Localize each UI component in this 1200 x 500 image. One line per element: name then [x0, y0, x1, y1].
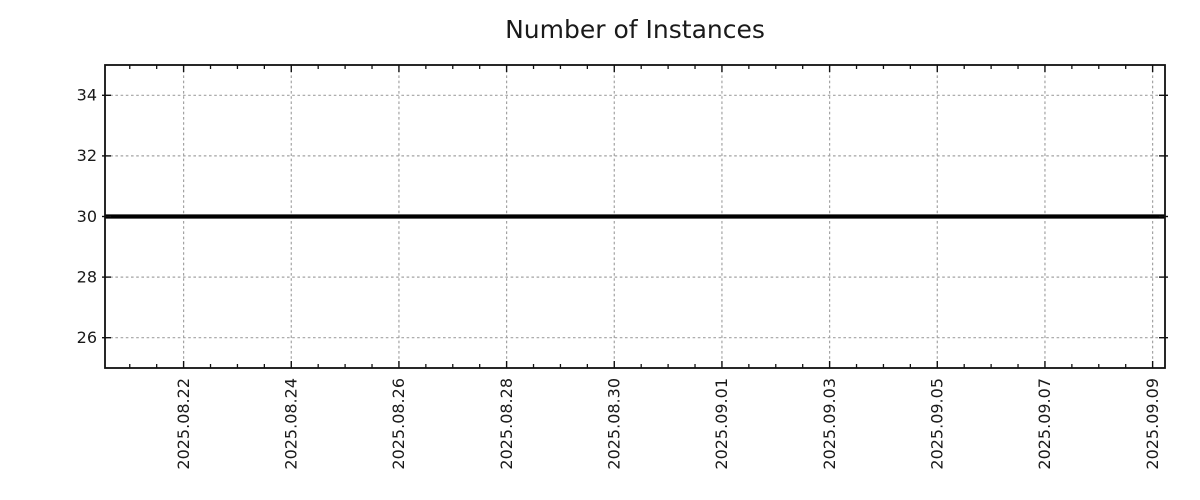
- y-tick-label: 28: [77, 267, 97, 286]
- x-tick-label: 2025.08.24: [282, 378, 301, 470]
- y-tick-label: 34: [77, 86, 97, 105]
- x-tick-label: 2025.08.30: [605, 378, 624, 470]
- axis-labels: 26 28 30 32 34 2025.08.22 2025.08.24 2025.08.26…: [77, 86, 1162, 470]
- x-tick-label: 2025.09.07: [1035, 378, 1054, 470]
- x-tick-label: 2025.09.01: [712, 378, 731, 470]
- x-tick-label: 2025.08.26: [389, 378, 408, 470]
- x-tick-label: 2025.09.03: [820, 378, 839, 470]
- x-tick-label: 2025.09.09: [1143, 378, 1162, 470]
- chart-title: Number of Instances: [505, 15, 765, 44]
- plot-border: [104, 64, 1166, 369]
- y-tick-label: 32: [77, 146, 97, 165]
- x-tick-label: 2025.08.22: [174, 378, 193, 470]
- x-tick-label: 2025.09.05: [928, 378, 947, 470]
- y-tick-label: 30: [77, 207, 97, 226]
- x-tick-label: 2025.08.28: [497, 378, 516, 470]
- y-tick-label: 26: [77, 328, 97, 347]
